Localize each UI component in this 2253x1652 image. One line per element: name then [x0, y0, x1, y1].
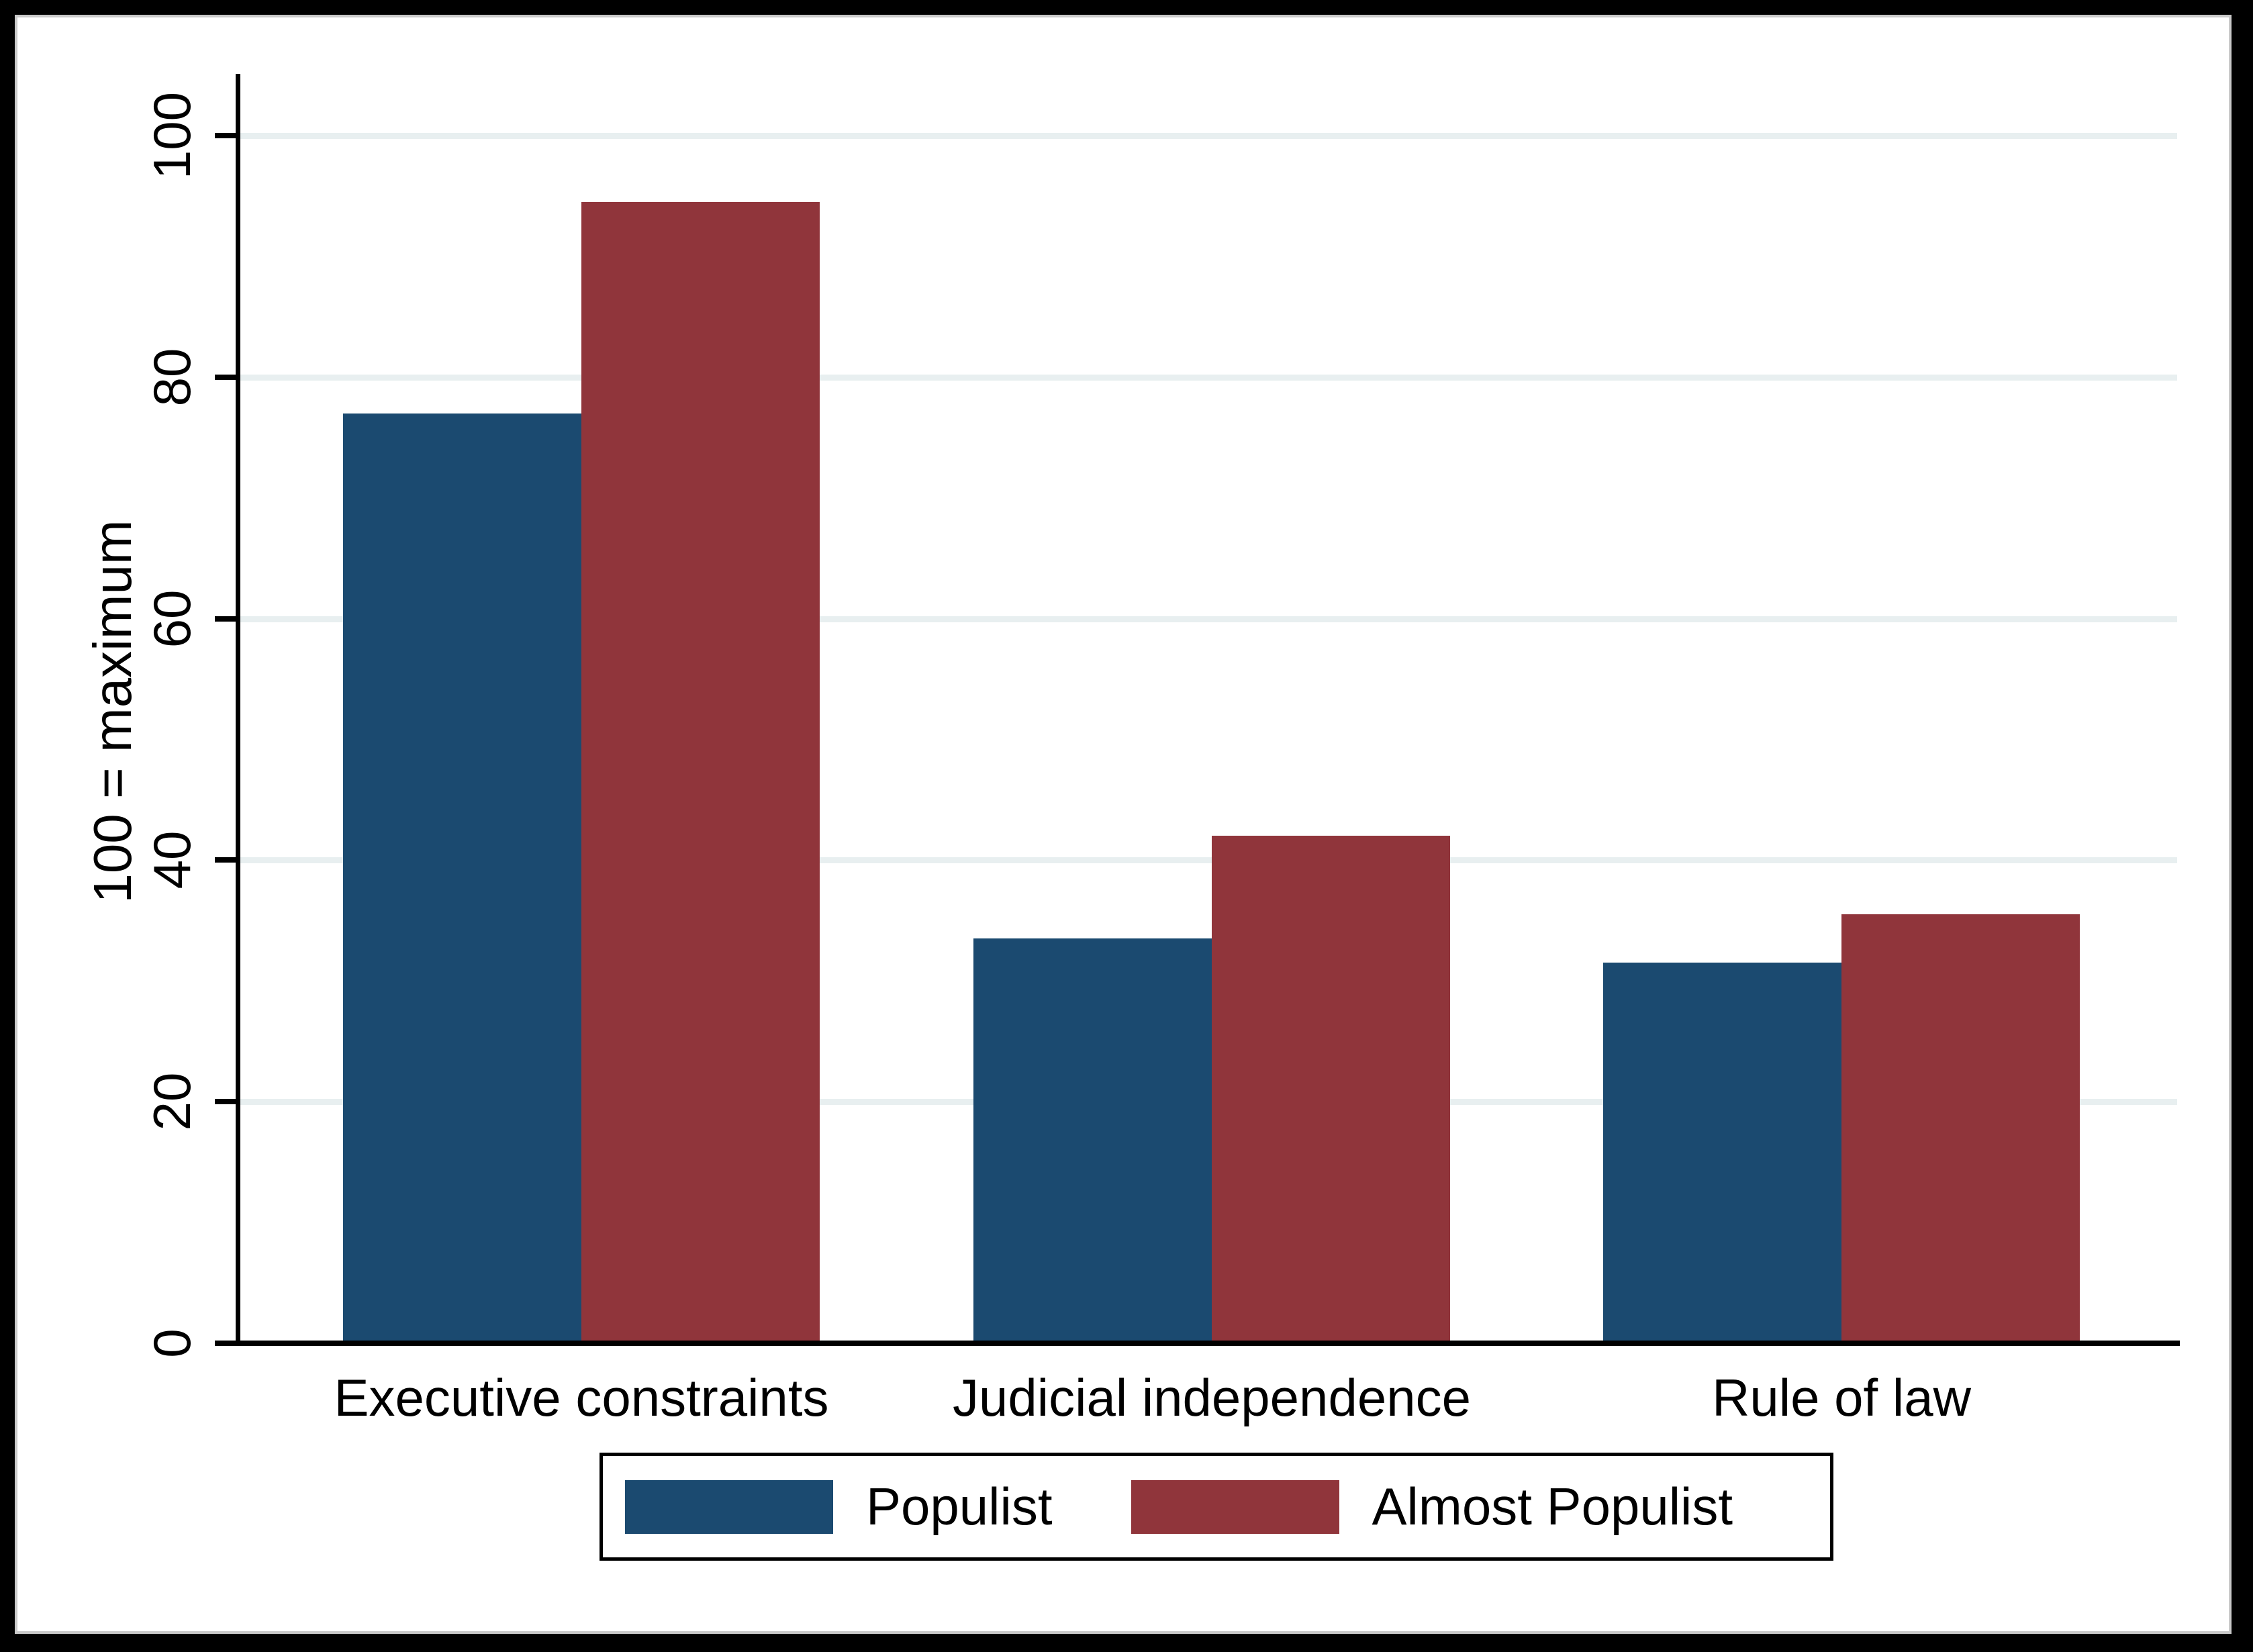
y-tick-label-100: 100 — [142, 91, 201, 180]
legend: Populist Almost Populist — [600, 1453, 1833, 1561]
y-tick-60 — [215, 616, 236, 622]
legend-label-populist: Populist — [866, 1477, 1053, 1536]
gridline-40 — [240, 857, 2177, 863]
y-tick-80 — [215, 375, 236, 380]
y-tick-40 — [215, 857, 236, 863]
bar-almost-populist-judicial-independence — [1212, 836, 1450, 1343]
y-axis-title: 100 = maximum — [83, 520, 142, 904]
legend-swatch-populist — [625, 1479, 833, 1534]
x-axis-line — [234, 1341, 2180, 1346]
y-tick-label-40: 40 — [142, 830, 201, 889]
category-label-executive-constraints: Executive constraints — [334, 1368, 829, 1427]
y-tick-100 — [215, 133, 236, 138]
y-tick-0 — [215, 1341, 236, 1346]
bar-populist-judicial-independence — [973, 938, 1212, 1343]
bar-almost-populist-rule-of-law — [1841, 914, 2080, 1343]
y-tick-20 — [215, 1099, 236, 1104]
category-label-judicial-independence: Judicial independence — [953, 1368, 1471, 1427]
legend-swatch-almost-populist — [1131, 1479, 1339, 1534]
y-axis-line — [236, 74, 240, 1346]
gridline-100 — [240, 133, 2177, 139]
legend-label-almost-populist: Almost Populist — [1372, 1477, 1733, 1536]
y-tick-label-60: 60 — [142, 589, 201, 648]
bar-populist-executive-constraints — [343, 414, 581, 1343]
category-label-rule-of-law: Rule of law — [1712, 1368, 1971, 1427]
gridline-80 — [240, 375, 2177, 381]
bar-almost-populist-executive-constraints — [581, 202, 820, 1343]
y-tick-label-80: 80 — [142, 348, 201, 407]
gridline-60 — [240, 616, 2177, 622]
y-tick-label-20: 20 — [142, 1072, 201, 1131]
bar-populist-rule-of-law — [1603, 963, 1841, 1343]
